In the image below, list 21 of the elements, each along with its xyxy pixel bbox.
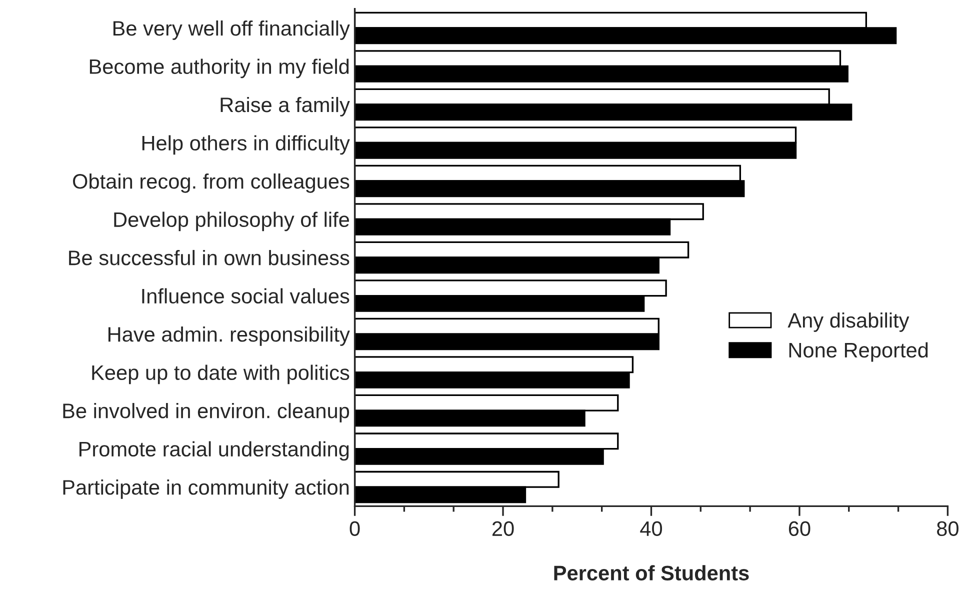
- y-tick-label: Have admin. responsibility: [108, 326, 350, 346]
- y-tick-label: Raise a family: [220, 96, 350, 116]
- x-axis-title: Percent of Students: [554, 565, 749, 580]
- y-tick-label: Obtain recog. from colleagues: [73, 173, 350, 193]
- y-tick-label: Help others in difficulty: [142, 135, 350, 155]
- y-tick-label: Be involved in environ. cleanup: [63, 402, 350, 422]
- y-tick-label: Influence social values: [142, 288, 350, 304]
- x-tick-label: 80: [937, 521, 958, 536]
- y-tick-label: Keep up to date with politics: [92, 364, 350, 384]
- y-tick-label: Become authority in my field: [90, 58, 349, 78]
- x-tick-label: 60: [788, 521, 810, 536]
- x-tick-label: 40: [640, 521, 662, 536]
- legend-label: Any disability: [788, 312, 910, 332]
- y-tick-label: Promote racial understanding: [80, 441, 349, 461]
- legend-label: None Reported: [789, 342, 928, 362]
- y-tick-label: Develop philosophy of life: [114, 212, 350, 232]
- x-tick-label: 20: [492, 521, 514, 536]
- y-tick-label: Be successful in own business: [69, 250, 350, 266]
- x-tick-label: 0: [350, 521, 360, 536]
- y-tick-label: Be very well off financially: [113, 20, 350, 40]
- y-tick-label: Participate in community action: [63, 479, 349, 499]
